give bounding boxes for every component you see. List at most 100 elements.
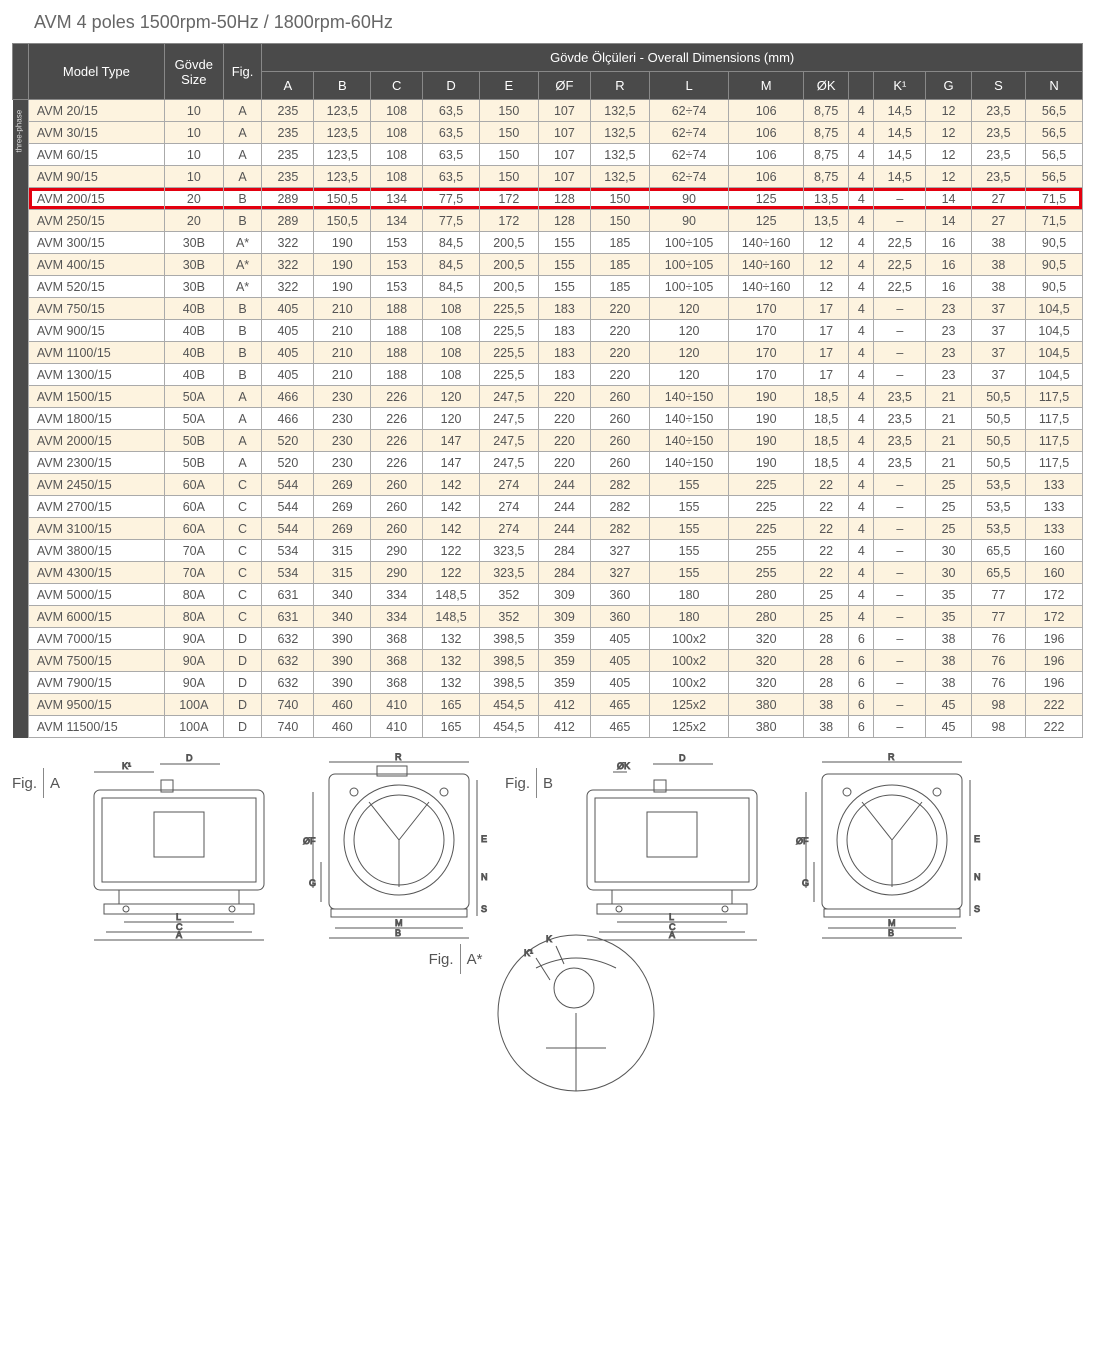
cell-M: 125 — [729, 188, 804, 210]
svg-text:L: L — [669, 912, 674, 922]
cell-N: 90,5 — [1026, 276, 1083, 298]
cell-OF: 309 — [538, 584, 590, 606]
cell-C: 188 — [371, 320, 423, 342]
cell-C: 134 — [371, 210, 423, 232]
cell-K1: – — [874, 672, 926, 694]
cell-G: 12 — [926, 100, 971, 122]
figure-b-side-drawing: ØK D L C A — [557, 752, 792, 942]
cell-K1: 23,5 — [874, 430, 926, 452]
cell-S: 76 — [971, 672, 1025, 694]
cell-S: 53,5 — [971, 518, 1025, 540]
cell-E: 225,5 — [479, 364, 538, 386]
table-row: AVM 4300/1570AC534315290122323,528432715… — [13, 562, 1083, 584]
cell-N: 117,5 — [1026, 430, 1083, 452]
cell-K1: – — [874, 650, 926, 672]
cell-N: 71,5 — [1026, 188, 1083, 210]
cell-G: 16 — [926, 232, 971, 254]
cell-S: 65,5 — [971, 540, 1025, 562]
cell-M: 106 — [729, 144, 804, 166]
cell-B: 230 — [314, 430, 371, 452]
cell-L: 120 — [649, 342, 728, 364]
cell-E: 323,5 — [479, 562, 538, 584]
cell-S: 38 — [971, 254, 1025, 276]
col-E: E — [479, 72, 538, 100]
cell-A: 740 — [262, 716, 314, 738]
cell-B: 390 — [314, 628, 371, 650]
cell-fig: D — [223, 716, 262, 738]
cell-L: 180 — [649, 584, 728, 606]
model-cell: AVM 6000/15 — [28, 606, 164, 628]
cell-G: 30 — [926, 540, 971, 562]
cell-M: 255 — [729, 540, 804, 562]
cell-N: 133 — [1026, 496, 1083, 518]
cell-S: 37 — [971, 342, 1025, 364]
side-label-head — [13, 44, 29, 100]
cell-E: 398,5 — [479, 628, 538, 650]
cell-size: 40B — [164, 364, 223, 386]
cell-fig: A — [223, 100, 262, 122]
model-cell: AVM 1500/15 — [28, 386, 164, 408]
figure-a-star: Fig.A* K K¹ — [429, 928, 667, 1098]
cell-OF: 155 — [538, 276, 590, 298]
svg-text:K¹: K¹ — [524, 948, 533, 958]
cell-K1: – — [874, 320, 926, 342]
cell-OK: 18,5 — [804, 408, 849, 430]
cell-OF: 107 — [538, 166, 590, 188]
cell-L: 120 — [649, 364, 728, 386]
cell-OK: 8,75 — [804, 122, 849, 144]
svg-text:S: S — [481, 904, 487, 914]
cell-R: 360 — [590, 606, 649, 628]
cell-M: 225 — [729, 518, 804, 540]
cell-A: 235 — [262, 122, 314, 144]
cell-OKn: 4 — [849, 276, 874, 298]
cell-M: 320 — [729, 650, 804, 672]
cell-N: 117,5 — [1026, 452, 1083, 474]
svg-text:N: N — [481, 872, 488, 882]
cell-N: 104,5 — [1026, 298, 1083, 320]
table-row: AVM 520/1530BA*32219015384,5200,51551851… — [13, 276, 1083, 298]
cell-D: 165 — [423, 694, 480, 716]
cell-OF: 220 — [538, 452, 590, 474]
cell-OK: 13,5 — [804, 210, 849, 232]
cell-L: 180 — [649, 606, 728, 628]
table-row: AVM 30/1510A235123,510863,5150107132,562… — [13, 122, 1083, 144]
col-G: G — [926, 72, 971, 100]
svg-text:R: R — [395, 752, 402, 762]
cell-fig: B — [223, 188, 262, 210]
cell-R: 260 — [590, 430, 649, 452]
cell-N: 196 — [1026, 650, 1083, 672]
cell-S: 77 — [971, 606, 1025, 628]
cell-M: 190 — [729, 430, 804, 452]
cell-E: 274 — [479, 496, 538, 518]
cell-size: 50B — [164, 452, 223, 474]
cell-C: 260 — [371, 518, 423, 540]
cell-E: 454,5 — [479, 694, 538, 716]
cell-OF: 220 — [538, 408, 590, 430]
cell-D: 77,5 — [423, 210, 480, 232]
cell-S: 23,5 — [971, 100, 1025, 122]
cell-E: 200,5 — [479, 276, 538, 298]
cell-N: 56,5 — [1026, 144, 1083, 166]
cell-size: 10 — [164, 144, 223, 166]
cell-OK: 22 — [804, 474, 849, 496]
cell-OF: 220 — [538, 386, 590, 408]
cell-size: 40B — [164, 342, 223, 364]
table-row: AVM 7000/1590AD632390368132398,535940510… — [13, 628, 1083, 650]
cell-size: 80A — [164, 584, 223, 606]
cell-B: 190 — [314, 232, 371, 254]
cell-A: 235 — [262, 166, 314, 188]
cell-A: 632 — [262, 672, 314, 694]
model-cell: AVM 250/15 — [28, 210, 164, 232]
cell-G: 30 — [926, 562, 971, 584]
cell-K1: – — [874, 694, 926, 716]
cell-R: 282 — [590, 496, 649, 518]
cell-C: 260 — [371, 474, 423, 496]
cell-N: 133 — [1026, 474, 1083, 496]
cell-L: 125x2 — [649, 694, 728, 716]
cell-OKn: 6 — [849, 672, 874, 694]
cell-G: 21 — [926, 452, 971, 474]
figure-b-front-drawing: R E ØF G N S M B — [792, 752, 992, 942]
cell-R: 132,5 — [590, 166, 649, 188]
table-row: AVM 2450/1560AC5442692601422742442821552… — [13, 474, 1083, 496]
cell-G: 23 — [926, 364, 971, 386]
